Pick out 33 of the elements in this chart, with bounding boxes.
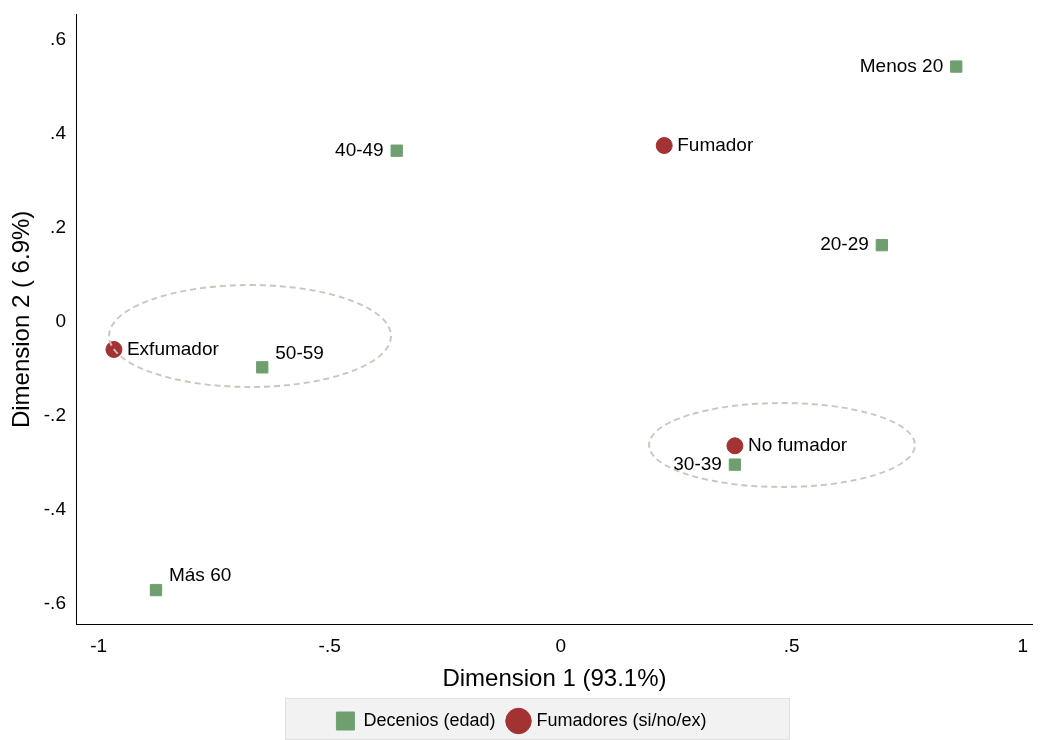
point bbox=[390, 144, 403, 157]
x-tick-label: 1 bbox=[1017, 635, 1029, 657]
x-axis-title: Dimension 1 (93.1%) bbox=[442, 664, 667, 692]
y-tick-label: .4 bbox=[50, 122, 67, 144]
annotation: No fumador bbox=[747, 434, 848, 456]
y-tick-label: 0 bbox=[55, 310, 66, 332]
annotation: Exfumador bbox=[126, 337, 220, 359]
annotation: 40-49 bbox=[335, 138, 384, 160]
point bbox=[950, 60, 963, 73]
annotation: Menos 20 bbox=[859, 54, 944, 76]
point bbox=[875, 238, 888, 252]
point bbox=[149, 583, 163, 597]
annotation: 50-59 bbox=[275, 341, 324, 363]
x-tick-label: -1 bbox=[90, 635, 108, 657]
x-tick-label: .5 bbox=[783, 635, 800, 657]
x-tick-label: -.5 bbox=[318, 635, 341, 657]
point bbox=[728, 458, 742, 471]
y-tick-label: -.6 bbox=[43, 592, 66, 614]
annotation: Fumador bbox=[677, 133, 754, 155]
legend-label: Decenios (edad) bbox=[363, 709, 496, 730]
y-tick-label: -.2 bbox=[43, 404, 66, 426]
legend-label: Fumadores (si/no/ex) bbox=[536, 709, 707, 730]
annotation: Más 60 bbox=[168, 564, 232, 586]
y-tick-label: -.4 bbox=[43, 498, 67, 520]
y-tick-label: .6 bbox=[50, 28, 66, 50]
point bbox=[256, 361, 269, 374]
annotation: 20-29 bbox=[820, 233, 869, 255]
x-tick-label: 0 bbox=[555, 635, 567, 657]
point bbox=[726, 437, 744, 455]
annotation: 30-39 bbox=[673, 452, 722, 474]
point bbox=[655, 137, 673, 155]
y-tick-label: .2 bbox=[50, 216, 66, 238]
y-axis-title: Dimension 2 ( 6.9%) bbox=[7, 210, 35, 429]
